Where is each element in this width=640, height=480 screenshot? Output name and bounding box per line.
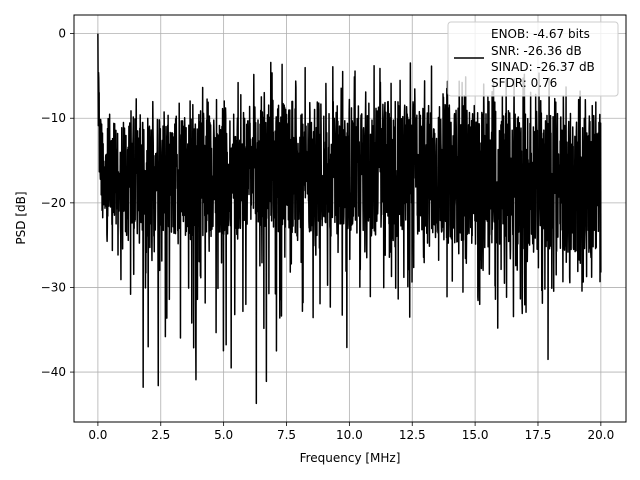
legend-box xyxy=(447,21,619,97)
psd-series-line xyxy=(97,33,602,405)
x-tick-label: 5.0 xyxy=(214,428,233,442)
y-tick-label: −30 xyxy=(41,280,66,294)
x-tick-label: 0.0 xyxy=(88,428,107,442)
y-tick-label: −40 xyxy=(41,365,66,379)
y-tick-label: −20 xyxy=(41,196,66,210)
x-tick-label: 17.5 xyxy=(525,428,552,442)
y-ticks: 0 −10 −20 −30 −40 xyxy=(41,27,74,379)
x-tick-label: 2.5 xyxy=(151,428,170,442)
x-ticks: 0.0 2.5 5.0 7.5 10.0 12.5 15.0 17.5 20.0 xyxy=(88,422,614,442)
legend-sfdr: SFDR: 0.76 xyxy=(491,76,557,90)
legend-snr: SNR: -26.36 dB xyxy=(491,44,582,58)
legend-sinad: SINAD: -26.37 dB xyxy=(491,60,595,74)
psd-trace xyxy=(97,33,602,405)
x-tick-label: 10.0 xyxy=(336,428,363,442)
y-axis-label: PSD [dB] xyxy=(14,191,28,244)
axes-frame xyxy=(73,14,627,423)
y-tick-label: 0 xyxy=(58,27,66,41)
x-tick-label: 7.5 xyxy=(277,428,296,442)
y-tick-label: −10 xyxy=(41,111,66,125)
x-tick-label: 12.5 xyxy=(399,428,426,442)
legend: ENOB: -4.67 bits SNR: -26.36 dB SINAD: -… xyxy=(447,21,619,97)
legend-enob: ENOB: -4.67 bits xyxy=(491,27,590,41)
x-axis-label: Frequency [MHz] xyxy=(300,451,401,465)
x-tick-label: 20.0 xyxy=(587,428,614,442)
x-tick-label: 15.0 xyxy=(462,428,489,442)
